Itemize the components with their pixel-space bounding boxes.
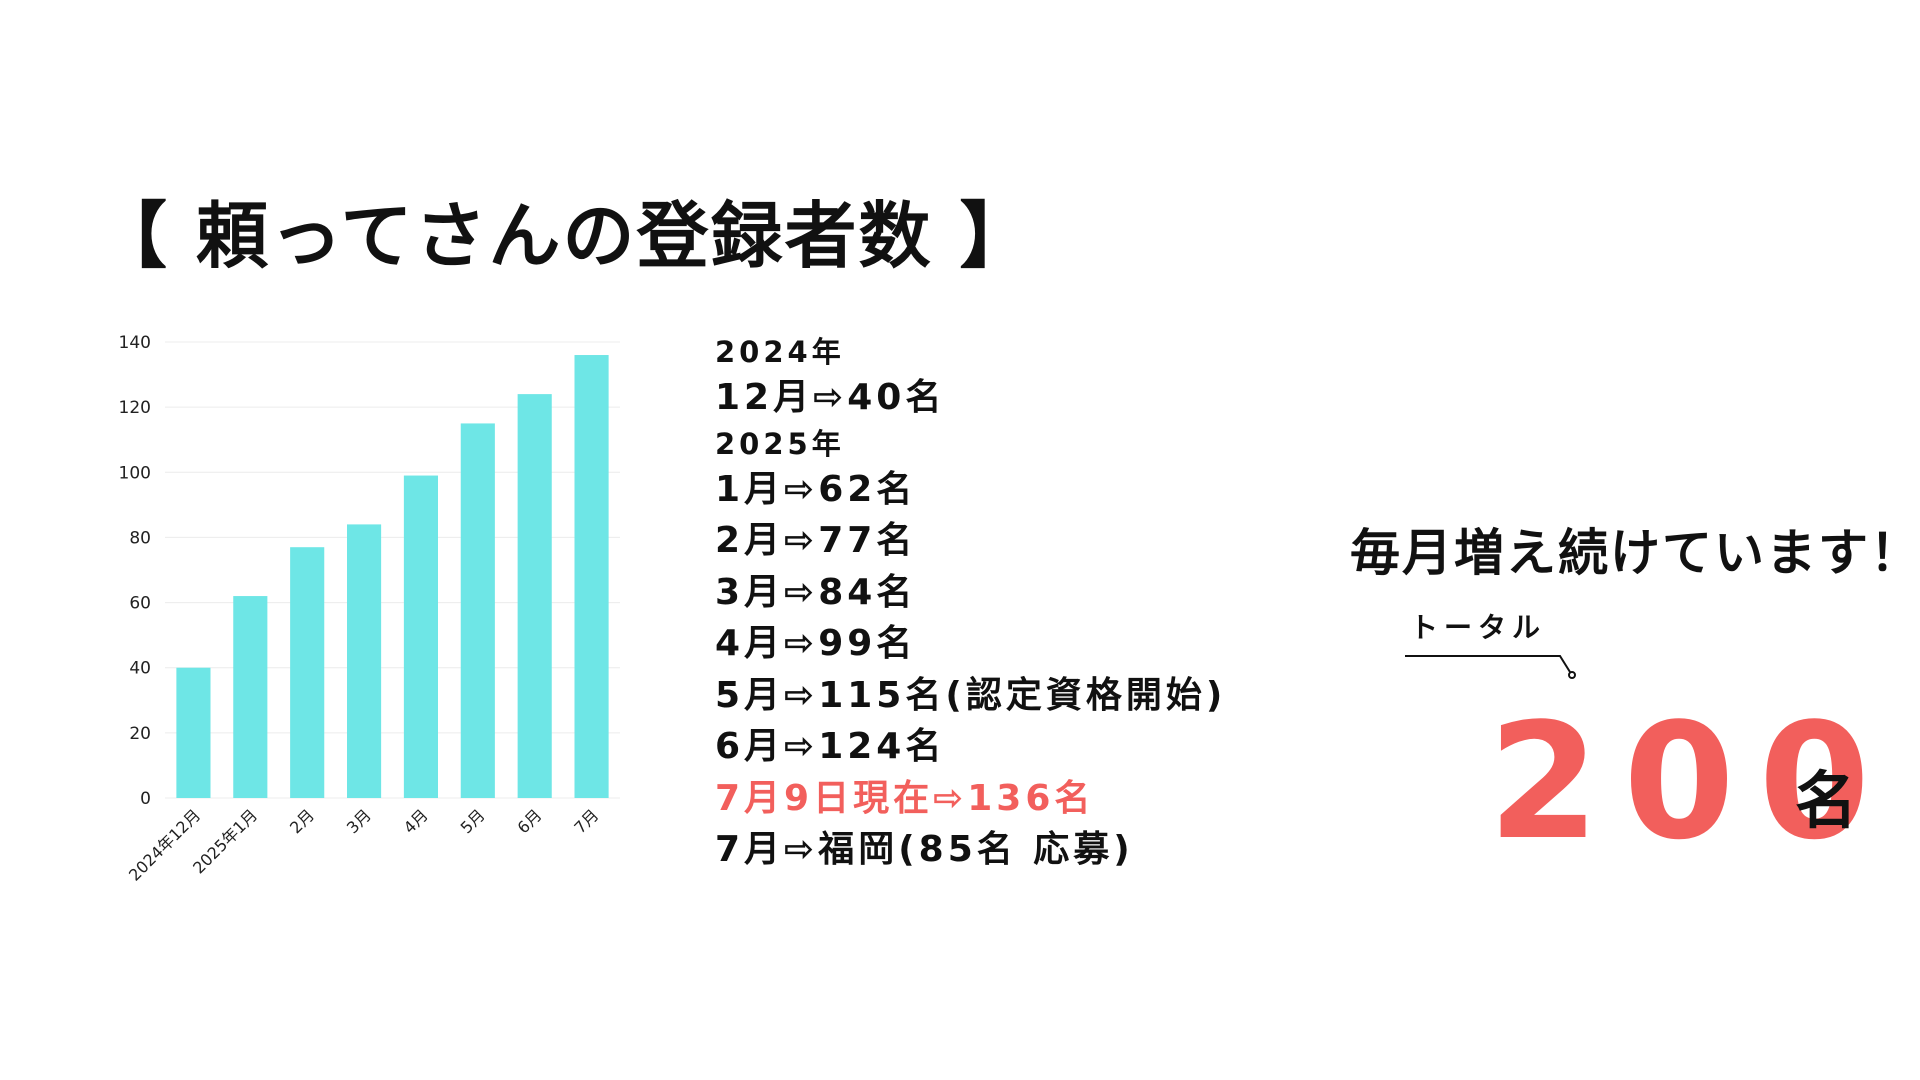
x-tick-label: 3月 [343,805,375,837]
y-tick-label: 120 [119,398,151,418]
chart-y-axis: 0 20 40 60 80 100 120 140 [119,333,151,809]
chart-bar [233,596,268,798]
list-item-feb: 2月⇨77名 [715,520,917,561]
total-label: トータル [1410,611,1547,644]
y-tick-label: 0 [140,789,151,809]
list-item-jan: 1月⇨62名 [715,468,917,510]
list-item-mar: 3月⇨84名 [715,571,917,613]
y-tick-label: 100 [119,463,151,483]
list-item-dec-2024: 12月⇨40名 [715,377,946,418]
year-2024-heading: 2024年 [715,335,845,369]
callout-line [1405,655,1576,679]
chart-bar [290,547,325,798]
chart-bar [574,355,609,798]
x-tick-label: 7月 [570,805,602,837]
y-tick-label: 140 [119,333,151,353]
list-item-apr: 4月⇨99名 [715,623,917,664]
list-item-may: 5月⇨115名(認定資格開始) [715,674,1227,716]
chart-bar [403,475,438,798]
chart-bars [176,355,609,798]
x-tick-label: 4月 [400,805,432,837]
growth-slogan: 毎月増え続けています！ [1350,524,1920,582]
x-tick-label: 2月 [286,805,318,837]
y-tick-label: 60 [129,594,151,614]
list-item-jul-fukuoka: 7月⇨福岡(85名 応募) [715,829,1134,870]
x-tick-label: 2024年12月 [125,805,204,884]
x-tick-label: 6月 [514,805,546,837]
page-title: 【 頼ってさんの登録者数 】 [95,194,1034,278]
registration-list: 2024年 12月⇨40名 2025年 1月⇨62名 2月⇨77名 3月⇨84名… [715,332,1226,876]
list-item-jul-current: 7月9日現在⇨136名 [715,777,1095,819]
y-tick-label: 40 [129,659,151,679]
y-tick-label: 20 [129,724,151,744]
chart-bar [517,394,552,798]
total-unit: 名 [1795,764,1858,837]
list-item-jun: 6月⇨124名 [715,726,946,767]
y-tick-label: 80 [129,528,151,548]
x-tick-label: 5月 [457,805,489,837]
year-2025-heading: 2025年 [715,426,845,461]
chart-bar [460,423,495,798]
chart-bar [176,667,211,798]
chart-bar [347,524,382,798]
total-value: 200 [1488,688,1894,875]
